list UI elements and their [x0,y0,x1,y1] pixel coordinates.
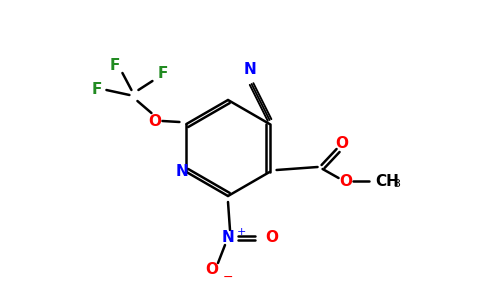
Text: N: N [243,62,256,77]
Text: F: F [109,58,120,73]
Text: O: O [265,230,278,245]
Text: −: − [223,271,233,284]
Text: +: + [237,227,246,237]
Text: 3: 3 [393,179,401,189]
Text: N: N [222,230,234,245]
Text: F: F [157,65,167,80]
Text: O: O [335,136,348,151]
Text: N: N [176,164,189,179]
Text: CH: CH [376,173,399,188]
Text: F: F [91,82,102,98]
Text: O: O [339,173,352,188]
Text: O: O [206,262,218,278]
Text: O: O [148,113,161,128]
